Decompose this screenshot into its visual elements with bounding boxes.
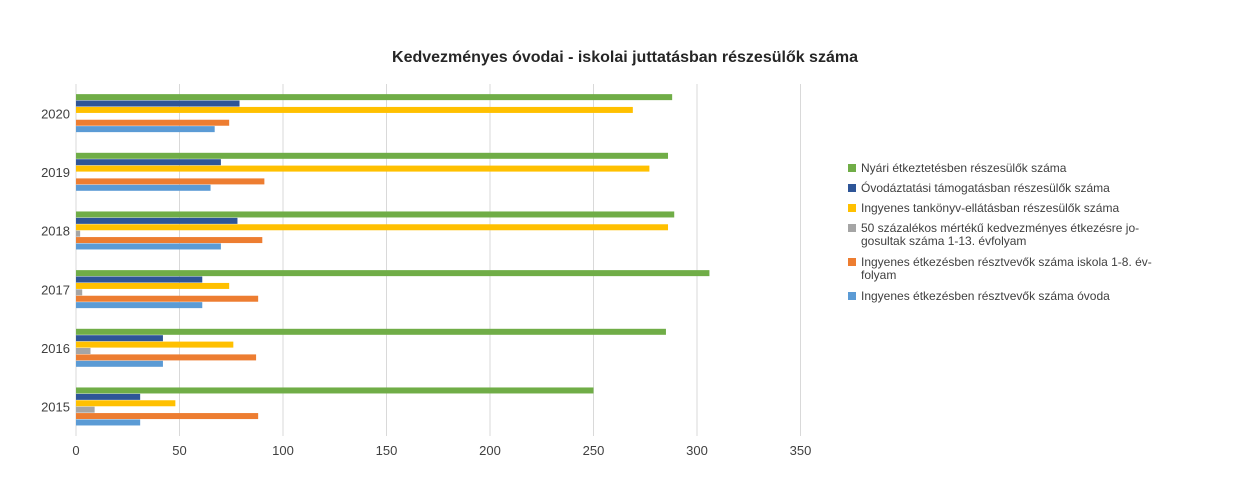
bar [76, 217, 238, 224]
legend-entry-label: folyam [861, 268, 896, 282]
bar [76, 393, 141, 400]
legend-entry-label: Ingyenes étkezésben résztvevők száma óvo… [861, 289, 1110, 303]
bar [76, 335, 163, 342]
x-tick-label: 50 [172, 443, 186, 458]
y-tick-label: 2015 [41, 400, 70, 415]
x-tick-label: 100 [272, 443, 294, 458]
legend-entry-label: 50 százalékos mértékű kedvezményes étkez… [861, 221, 1139, 235]
bar [76, 282, 230, 289]
legend-swatch [848, 204, 856, 212]
legend-entry-label: Ingyenes tankönyv-ellátásban részesülők … [861, 201, 1119, 215]
legend-entry-label: Nyári étkeztetésben részesülők száma [861, 161, 1067, 175]
y-tick-label: 2017 [41, 282, 70, 297]
bar [76, 119, 230, 126]
bar [76, 387, 594, 394]
bar [76, 360, 163, 367]
bar [76, 237, 263, 244]
bar [76, 276, 203, 283]
bar [76, 178, 265, 185]
legend-entry-label: gosultak száma 1-13. évfolyam [861, 234, 1026, 248]
x-tick-label: 350 [790, 443, 812, 458]
bar [76, 152, 669, 159]
y-tick-label: 2016 [41, 341, 70, 356]
legend-swatch [848, 184, 856, 192]
bar [76, 159, 221, 166]
bar [76, 295, 259, 302]
legend-entry-label: Óvodáztatási támogatásban részesülők szá… [861, 180, 1110, 195]
bar [76, 354, 257, 361]
bar [76, 406, 95, 413]
legend-swatch [848, 258, 856, 266]
y-tick-label: 2020 [41, 106, 70, 121]
bar [76, 224, 669, 231]
bar [76, 419, 141, 426]
bar [76, 126, 215, 133]
x-tick-label: 150 [376, 443, 398, 458]
y-axis: 2015 2016 2017 2018 2019 2020 [41, 106, 70, 414]
legend: Nyári étkeztetésben részesülők száma Óvod… [848, 161, 1152, 303]
x-tick-label: 250 [583, 443, 605, 458]
bar [76, 106, 633, 113]
bar [76, 400, 176, 407]
bar [76, 341, 234, 348]
bar [76, 165, 650, 172]
y-tick-label: 2019 [41, 165, 70, 180]
bar [76, 302, 203, 309]
bar [76, 94, 673, 101]
bar [76, 289, 83, 296]
bar [76, 270, 710, 277]
grid-layer [75, 84, 801, 436]
x-axis: 0 50 100 150 200 250 300 350 [72, 443, 811, 458]
y-tick-label: 2018 [41, 224, 70, 239]
bar [76, 100, 240, 107]
legend-entry-label: Ingyenes étkezésben résztvevők száma isk… [861, 255, 1152, 269]
bar [76, 230, 81, 237]
bar [76, 348, 91, 354]
x-tick-label: 0 [72, 443, 79, 458]
legend-swatch [848, 224, 856, 232]
bar [76, 243, 221, 250]
bar [76, 184, 211, 191]
chart-title: Kedvezményes óvodai - iskolai juttatásba… [392, 49, 858, 66]
bar [76, 211, 675, 218]
x-tick-label: 300 [686, 443, 708, 458]
bar-layer [76, 94, 710, 426]
x-tick-label: 200 [479, 443, 501, 458]
bar [76, 328, 666, 335]
bar [76, 413, 259, 420]
legend-swatch [848, 292, 856, 300]
legend-swatch [848, 164, 856, 172]
